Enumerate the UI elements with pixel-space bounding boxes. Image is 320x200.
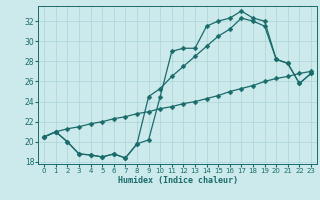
X-axis label: Humidex (Indice chaleur): Humidex (Indice chaleur) <box>118 176 238 185</box>
